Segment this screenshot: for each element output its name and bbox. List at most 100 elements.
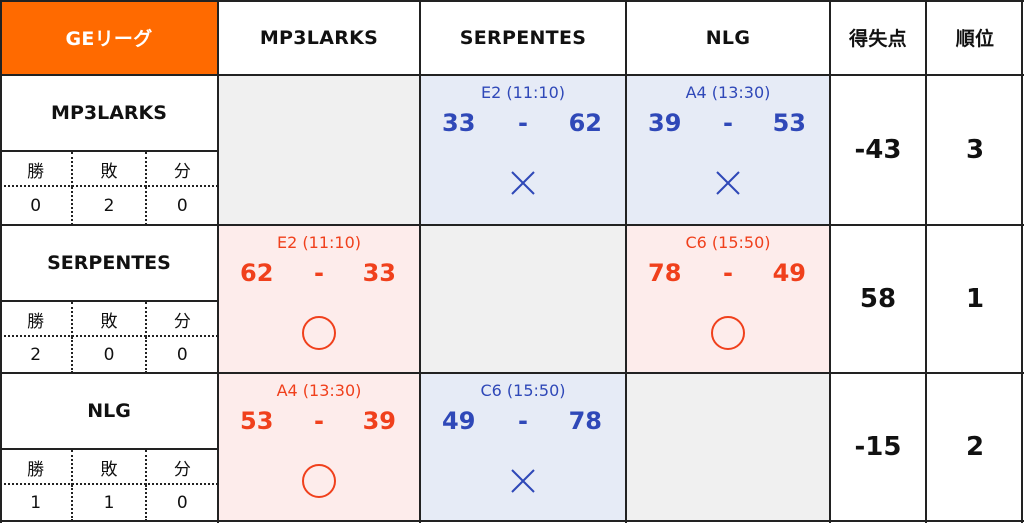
record-value-win: 0 bbox=[30, 196, 42, 216]
team-info-cell: SERPENTES 勝 敗分 2 0 0 bbox=[0, 225, 218, 373]
team-name: NLG bbox=[87, 399, 131, 422]
record-label-draw: 分 bbox=[144, 152, 218, 187]
team-rank: 3 bbox=[965, 135, 985, 165]
match-score: 33 - 62 bbox=[420, 109, 626, 139]
grid-line-horizontal bbox=[0, 372, 1024, 374]
record-label-loss: 敗 bbox=[71, 302, 144, 337]
score-against: 49 bbox=[772, 259, 806, 287]
score-against: 53 bbox=[772, 109, 806, 137]
grid-line-vertical bbox=[217, 0, 219, 523]
match-time-slot: A4 (13:30) bbox=[685, 83, 771, 102]
team-rank: 1 bbox=[965, 284, 985, 314]
record-label-win: 勝 bbox=[27, 162, 45, 182]
score-against: 62 bbox=[568, 109, 602, 137]
grid-line-vertical bbox=[1021, 0, 1023, 523]
match-time-slot: E2 (11:10) bbox=[481, 83, 565, 102]
grid-line-vertical bbox=[829, 0, 831, 523]
score-separator: - bbox=[518, 109, 528, 137]
grid-line-vertical bbox=[625, 0, 627, 523]
match-score: 49 - 78 bbox=[420, 407, 626, 437]
point-difference: 58 bbox=[859, 284, 897, 314]
record-value-loss: 2 bbox=[71, 187, 144, 225]
column-header-team: NLG bbox=[705, 26, 751, 49]
cross-icon bbox=[711, 166, 745, 200]
match-time-slot: C6 (15:50) bbox=[685, 233, 771, 252]
match-score: 53 - 39 bbox=[218, 407, 420, 437]
grid-line-horizontal bbox=[0, 0, 1024, 2]
point-difference: -15 bbox=[854, 432, 902, 462]
grid-line-horizontal bbox=[0, 520, 1024, 522]
team-info-cell: MP3LARKS 勝敗分 0 2 0 bbox=[0, 75, 218, 225]
score-for: 53 bbox=[240, 407, 274, 435]
match-cell: A4 (13:30) 53 - 39 bbox=[218, 373, 420, 521]
record-labels: 勝 敗分 bbox=[0, 150, 218, 187]
score-separator: - bbox=[723, 109, 733, 137]
cross-icon bbox=[506, 166, 540, 200]
column-header-team: SERPENTES bbox=[459, 26, 587, 49]
match-cell: C6 (15:50) 78 - 49 bbox=[626, 225, 830, 373]
record-value-win: 2 bbox=[30, 345, 42, 365]
column-header-team: MP3LARKS bbox=[259, 26, 379, 49]
record-label-loss: 敗 bbox=[71, 152, 144, 187]
record-value-loss: 0 bbox=[71, 337, 144, 373]
record-value-loss: 1 bbox=[71, 485, 144, 521]
score-separator: - bbox=[314, 259, 324, 287]
score-for: 49 bbox=[442, 407, 476, 435]
team-name: MP3LARKS bbox=[51, 101, 167, 124]
match-time-slot: E2 (11:10) bbox=[277, 233, 361, 252]
team-info-cell: NLG 勝敗分 1 1 0 bbox=[0, 373, 218, 521]
score-against: 33 bbox=[362, 259, 396, 287]
record-label-win: 勝 bbox=[27, 460, 45, 480]
score-against: 78 bbox=[568, 407, 602, 435]
score-for: 33 bbox=[442, 109, 476, 137]
score-for: 78 bbox=[648, 259, 682, 287]
score-against: 39 bbox=[362, 407, 396, 435]
grid-line-horizontal bbox=[0, 224, 1024, 226]
grid-line-vertical bbox=[0, 0, 2, 523]
match-score: 62 - 33 bbox=[218, 259, 420, 289]
match-cell: E2 (11:10) 62 - 33 bbox=[218, 225, 420, 373]
score-separator: - bbox=[518, 407, 528, 435]
grid-line-vertical bbox=[419, 0, 421, 523]
match-time-slot: C6 (15:50) bbox=[480, 381, 566, 400]
record-labels: 勝 敗分 bbox=[0, 448, 218, 485]
column-header-points: 得失点 bbox=[849, 28, 907, 50]
league-name: GEリーグ bbox=[0, 0, 218, 75]
record-label-draw: 分 bbox=[144, 302, 218, 337]
team-rank: 2 bbox=[965, 432, 985, 462]
grid-line-horizontal bbox=[0, 74, 1024, 76]
score-separator: - bbox=[314, 407, 324, 435]
team-name: SERPENTES bbox=[47, 251, 171, 274]
record-value-draw: 0 bbox=[144, 187, 218, 225]
record-label-loss: 敗 bbox=[71, 450, 144, 485]
self-match-cell bbox=[420, 225, 626, 373]
record-labels: 勝 敗分 bbox=[0, 300, 218, 337]
circle-icon bbox=[302, 464, 336, 498]
score-separator: - bbox=[723, 259, 733, 287]
match-time-slot: A4 (13:30) bbox=[276, 381, 362, 400]
self-match-cell bbox=[218, 75, 420, 225]
record-value-draw: 0 bbox=[144, 337, 218, 373]
self-match-cell bbox=[626, 373, 830, 521]
grid-line-vertical bbox=[925, 0, 927, 523]
match-cell: E2 (11:10) 33 - 62 bbox=[420, 75, 626, 225]
circle-icon bbox=[302, 316, 336, 350]
match-cell: C6 (15:50) 49 - 78 bbox=[420, 373, 626, 521]
match-score: 39 - 53 bbox=[626, 109, 830, 139]
score-for: 62 bbox=[240, 259, 274, 287]
score-for: 39 bbox=[648, 109, 682, 137]
record-label-draw: 分 bbox=[144, 450, 218, 485]
record-value-draw: 0 bbox=[144, 485, 218, 521]
column-header-rank: 順位 bbox=[955, 28, 995, 50]
record-value-win: 1 bbox=[30, 493, 42, 513]
record-label-win: 勝 bbox=[27, 312, 45, 332]
point-difference: -43 bbox=[854, 135, 902, 165]
match-score: 78 - 49 bbox=[626, 259, 830, 289]
cross-icon bbox=[506, 464, 540, 498]
circle-icon bbox=[711, 316, 745, 350]
match-cell: A4 (13:30) 39 - 53 bbox=[626, 75, 830, 225]
